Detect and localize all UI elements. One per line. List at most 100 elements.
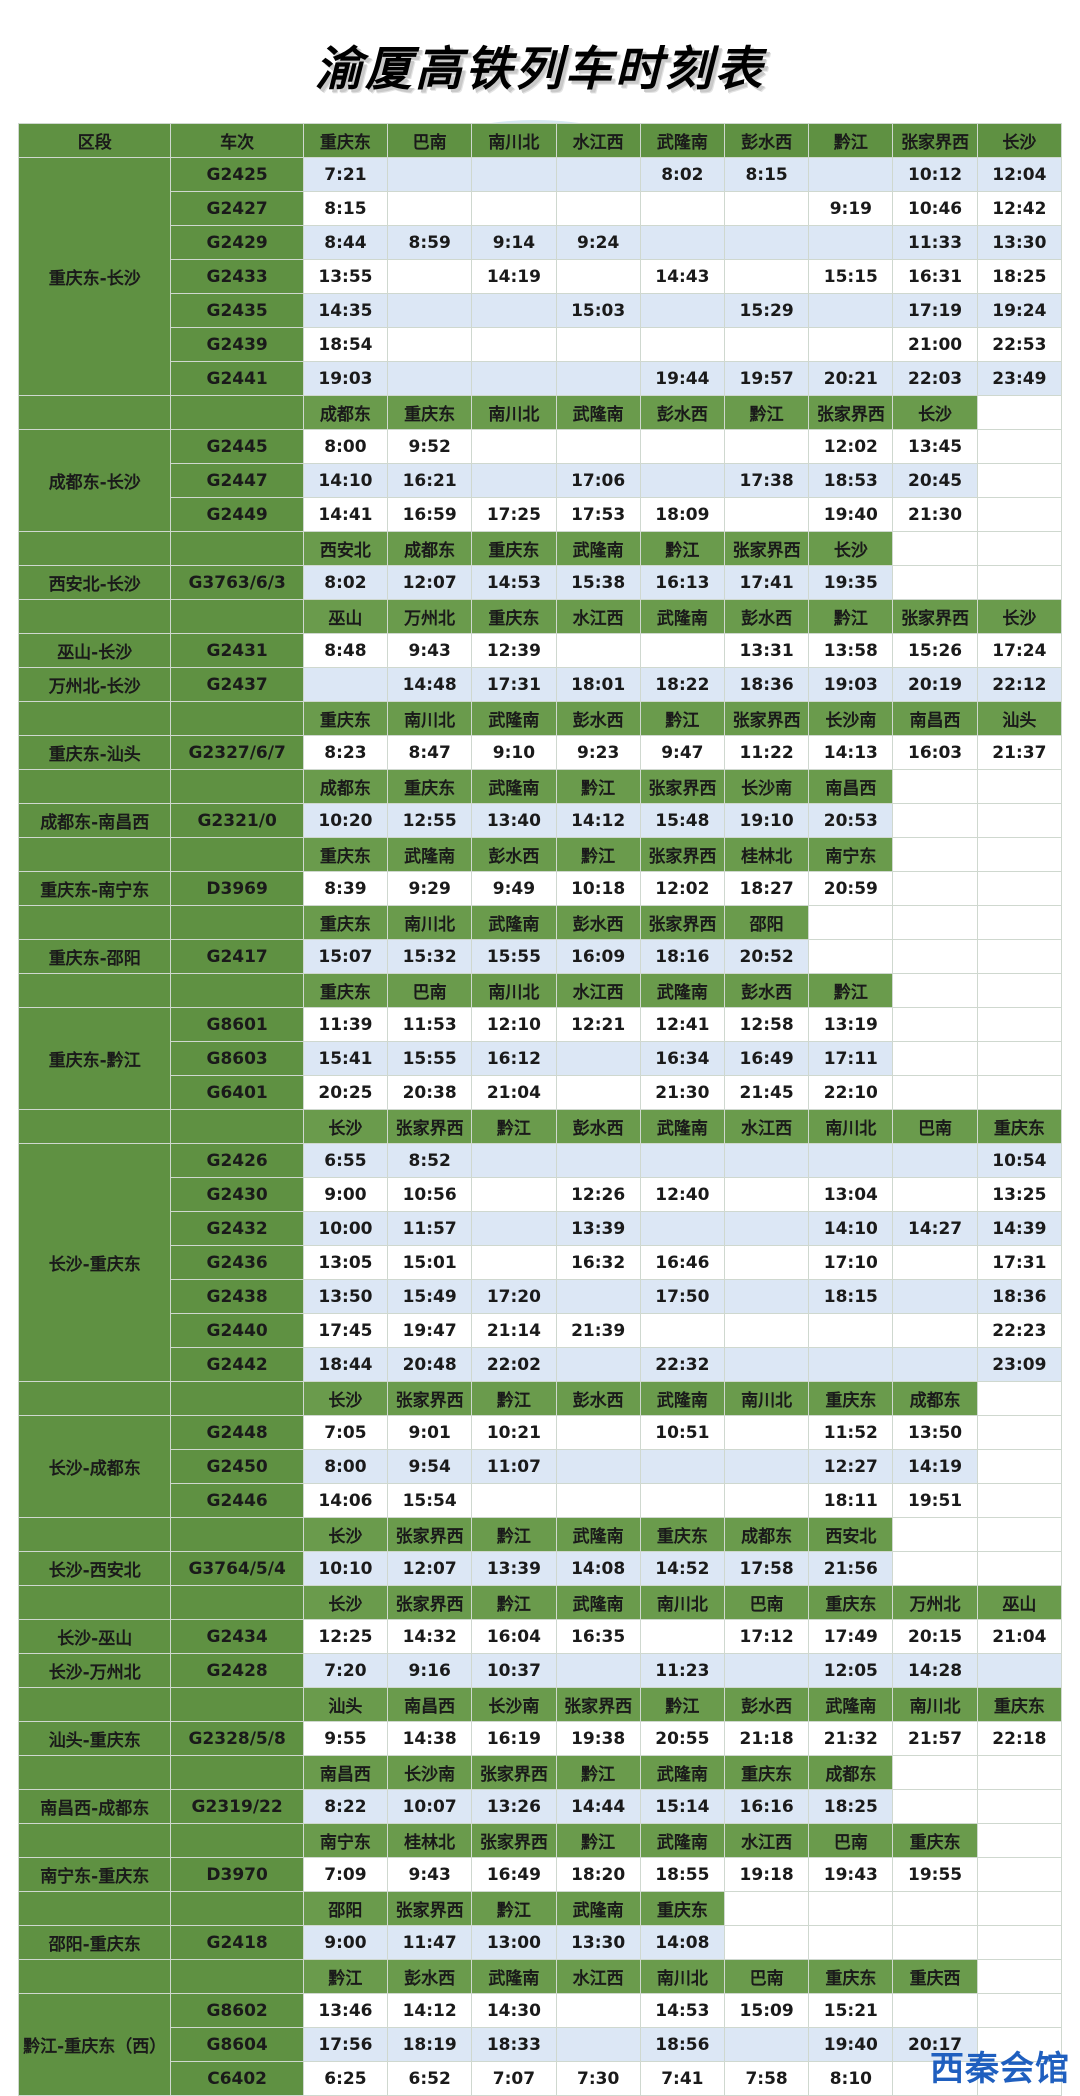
time-cell-empty <box>639 293 725 328</box>
station-header-cell: 成都东 <box>808 1755 894 1790</box>
time-cell-empty <box>471 361 557 396</box>
time-cell-empty <box>723 259 810 294</box>
station-header-cell: 重庆东 <box>976 1109 1063 1144</box>
spacer-cell <box>892 803 978 838</box>
time-cell: 18:11 <box>808 1483 894 1518</box>
time-cell: 16:12 <box>471 1041 557 1076</box>
column-header-station: 长沙 <box>976 123 1063 158</box>
time-cell: 9:54 <box>387 1449 473 1484</box>
section-header-spacer <box>170 395 304 430</box>
station-header-cell: 张家界西 <box>387 1891 473 1926</box>
station-header-cell: 武隆南 <box>639 1755 725 1790</box>
time-cell: 16:46 <box>639 1245 725 1280</box>
time-cell-empty <box>387 361 473 396</box>
time-cell: 14:19 <box>471 259 557 294</box>
time-cell: 13:05 <box>302 1245 389 1280</box>
station-header-cell: 桂林北 <box>723 837 810 872</box>
section-header-spacer <box>170 905 304 940</box>
time-cell: 19:03 <box>808 667 894 702</box>
spacer-cell <box>892 1891 978 1926</box>
time-cell: 8:59 <box>387 225 473 260</box>
timetable-body: 区段 车次 重庆东 巴南 南川北 水江西 武隆南 彭水西 黔江 张家界西 长沙 重庆东-长沙 G2425… <box>17 123 1063 2096</box>
table-row: 万州北-长沙 G2437 14:48 17:31 18:01 18:22 18:36 19:0… <box>17 667 1063 702</box>
station-header-cell: 汕头 <box>302 1687 389 1722</box>
time-cell: 20:15 <box>892 1619 978 1654</box>
time-cell: 13:39 <box>471 1551 557 1586</box>
time-cell: 17:06 <box>555 463 641 498</box>
column-header-station: 张家界西 <box>892 123 978 158</box>
time-cell: 12:55 <box>387 803 473 838</box>
table-row: G2432 10:00 11:57 13:39 14:10 14:27 14:39 <box>19 1211 1063 1246</box>
time-cell: 17:41 <box>723 565 810 600</box>
section-station-header-row: 巫山 万州北 重庆东 水江西 武隆南 彭水西 黔江 张家界西 长沙 <box>17 599 1063 634</box>
time-cell: 13:25 <box>976 1177 1063 1212</box>
train-number-cell: G2327/6/7 <box>170 735 304 770</box>
train-number-cell: G2448 <box>170 1415 304 1450</box>
time-cell-empty <box>471 463 557 498</box>
time-cell: 17:49 <box>808 1619 894 1654</box>
time-cell: 18:09 <box>639 497 725 532</box>
segment-label: 长沙-重庆东 <box>17 1143 172 1382</box>
time-cell: 20:48 <box>387 1347 473 1382</box>
time-cell: 13:31 <box>723 633 810 668</box>
spacer-cell <box>892 1517 978 1552</box>
time-cell-empty <box>471 429 557 464</box>
time-cell: 14:52 <box>639 1551 725 1586</box>
section-header-spacer <box>17 1687 172 1722</box>
train-number-cell: G2319/22 <box>170 1789 304 1824</box>
time-cell-empty <box>808 225 894 260</box>
time-cell-empty <box>808 1143 894 1178</box>
station-header-cell: 武隆南 <box>555 1891 641 1926</box>
time-cell: 15:15 <box>808 259 894 294</box>
time-cell: 15:14 <box>639 1789 725 1824</box>
section-station-header-row: 邵阳 张家界西 黔江 武隆南 重庆东 <box>17 1891 1063 1926</box>
section-station-header-row: 长沙 张家界西 黔江 武隆南 南川北 巴南 重庆东 万州北 巫山 <box>17 1585 1063 1620</box>
table-header-row: 区段 车次 重庆东 巴南 南川北 水江西 武隆南 彭水西 黔江 张家界西 长沙 <box>17 123 1063 158</box>
train-number-cell: G2426 <box>170 1143 304 1178</box>
spacer-cell <box>976 429 1063 464</box>
station-header-cell: 张家界西 <box>639 837 725 872</box>
time-cell: 9:43 <box>387 1857 473 1892</box>
time-cell-empty <box>808 157 894 192</box>
time-cell: 9:19 <box>808 191 894 226</box>
time-cell: 14:10 <box>808 1211 894 1246</box>
time-cell: 22:53 <box>976 327 1063 362</box>
time-cell: 14:12 <box>387 1993 473 2028</box>
time-cell-empty <box>723 191 810 226</box>
segment-label: 巫山-长沙 <box>17 633 172 668</box>
station-header-cell: 长沙南 <box>723 769 810 804</box>
time-cell: 19:51 <box>892 1483 978 1518</box>
time-cell: 16:21 <box>387 463 473 498</box>
time-cell: 16:03 <box>892 735 978 770</box>
station-header-cell: 重庆东 <box>808 1585 894 1620</box>
segment-label: 成都东-长沙 <box>17 429 172 532</box>
time-cell: 20:53 <box>808 803 894 838</box>
station-header-cell: 武隆南 <box>555 531 641 566</box>
time-cell: 20:45 <box>892 463 978 498</box>
section-header-spacer <box>17 1585 172 1620</box>
segment-label: 西安北-长沙 <box>17 565 172 600</box>
spacer-cell <box>976 395 1063 430</box>
spacer-cell <box>976 497 1063 532</box>
station-header-cell: 张家界西 <box>555 1687 641 1722</box>
station-header-cell: 重庆东 <box>471 531 557 566</box>
spacer-cell <box>723 1925 810 1960</box>
time-cell: 19:40 <box>808 2027 894 2062</box>
time-cell: 9:14 <box>471 225 557 260</box>
time-cell: 18:36 <box>723 667 810 702</box>
time-cell: 22:10 <box>808 1075 894 1110</box>
time-cell: 13:50 <box>892 1415 978 1450</box>
time-cell: 7:20 <box>302 1653 389 1688</box>
time-cell-empty <box>723 1245 810 1280</box>
spacer-cell <box>976 939 1063 974</box>
time-cell: 19:18 <box>723 1857 810 1892</box>
section-station-header-row: 重庆东 南川北 武隆南 彭水西 黔江 张家界西 长沙南 南昌西 汕头 <box>17 701 1063 736</box>
time-cell: 15:21 <box>808 1993 894 2028</box>
time-cell: 9:01 <box>387 1415 473 1450</box>
spacer-cell <box>892 565 978 600</box>
section-station-header-row: 重庆东 南川北 武隆南 彭水西 张家界西 邵阳 <box>17 905 1063 940</box>
time-cell: 7:07 <box>471 2061 557 2096</box>
time-cell: 10:54 <box>976 1143 1063 1178</box>
time-cell: 18:22 <box>639 667 725 702</box>
time-cell: 8:02 <box>639 157 725 192</box>
